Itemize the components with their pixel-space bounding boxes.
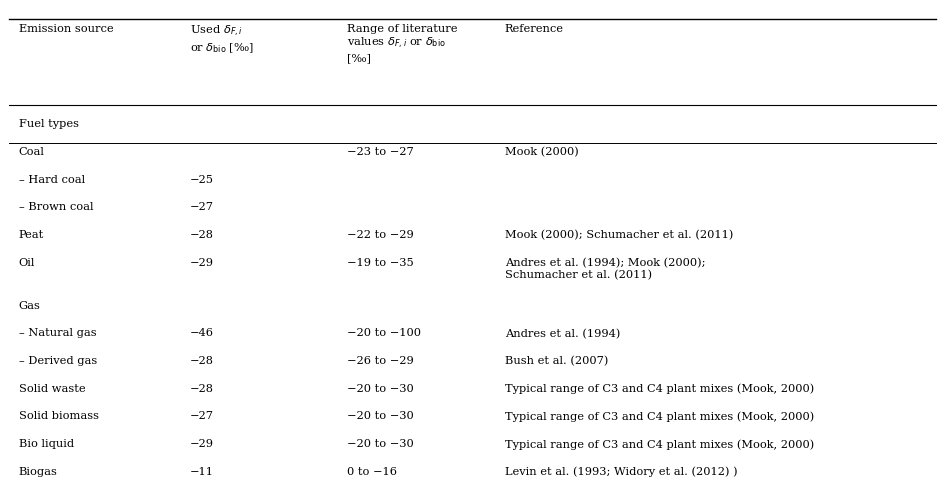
Text: Peat: Peat [19, 230, 44, 240]
Text: Bush et al. (2007): Bush et al. (2007) [504, 356, 608, 366]
Text: Mook (2000); Schumacher et al. (2011): Mook (2000); Schumacher et al. (2011) [504, 230, 733, 241]
Text: −26 to −29: −26 to −29 [347, 356, 413, 366]
Text: Solid waste: Solid waste [19, 384, 85, 394]
Text: Reference: Reference [504, 24, 564, 34]
Text: −27: −27 [190, 412, 213, 421]
Text: Oil: Oil [19, 258, 35, 268]
Text: −25: −25 [190, 175, 213, 185]
Text: – Brown coal: – Brown coal [19, 203, 93, 212]
Text: Coal: Coal [19, 147, 44, 157]
Text: Fuel types: Fuel types [19, 119, 78, 130]
Text: Typical range of C3 and C4 plant mixes (Mook, 2000): Typical range of C3 and C4 plant mixes (… [504, 439, 814, 450]
Text: Typical range of C3 and C4 plant mixes (Mook, 2000): Typical range of C3 and C4 plant mixes (… [504, 412, 814, 422]
Text: −20 to −100: −20 to −100 [347, 328, 421, 338]
Text: Used $\delta_{F,i}$
or $\delta_\mathrm{bio}$ [‰]: Used $\delta_{F,i}$ or $\delta_\mathrm{b… [190, 24, 254, 55]
Text: −23 to −27: −23 to −27 [347, 147, 413, 157]
Text: −22 to −29: −22 to −29 [347, 230, 413, 240]
Text: Gas: Gas [19, 301, 41, 311]
Text: Levin et al. (1993; Widory et al. (2012) ): Levin et al. (1993; Widory et al. (2012)… [504, 467, 736, 477]
Text: −19 to −35: −19 to −35 [347, 258, 413, 268]
Text: −20 to −30: −20 to −30 [347, 384, 413, 394]
Text: Biogas: Biogas [19, 467, 58, 477]
Text: Andres et al. (1994): Andres et al. (1994) [504, 328, 619, 339]
Text: Range of literature
values $\delta_{F,i}$ or $\delta_\mathrm{bio}$
[‰]: Range of literature values $\delta_{F,i}… [347, 24, 458, 63]
Text: Mook (2000): Mook (2000) [504, 147, 578, 157]
Text: Andres et al. (1994); Mook (2000);
Schumacher et al. (2011): Andres et al. (1994); Mook (2000); Schum… [504, 258, 704, 280]
Text: −11: −11 [190, 467, 213, 477]
Text: Emission source: Emission source [19, 24, 113, 34]
Text: – Natural gas: – Natural gas [19, 328, 96, 338]
Text: – Hard coal: – Hard coal [19, 175, 85, 185]
Text: – Derived gas: – Derived gas [19, 356, 97, 366]
Text: −27: −27 [190, 203, 213, 212]
Text: −28: −28 [190, 356, 213, 366]
Text: −46: −46 [190, 328, 213, 338]
Text: Bio liquid: Bio liquid [19, 439, 74, 449]
Text: −20 to −30: −20 to −30 [347, 439, 413, 449]
Text: 0 to −16: 0 to −16 [347, 467, 397, 477]
Text: −20 to −30: −20 to −30 [347, 412, 413, 421]
Text: Solid biomass: Solid biomass [19, 412, 98, 421]
Text: −29: −29 [190, 258, 213, 268]
Text: −29: −29 [190, 439, 213, 449]
Text: −28: −28 [190, 230, 213, 240]
Text: −28: −28 [190, 384, 213, 394]
Text: Typical range of C3 and C4 plant mixes (Mook, 2000): Typical range of C3 and C4 plant mixes (… [504, 384, 814, 394]
